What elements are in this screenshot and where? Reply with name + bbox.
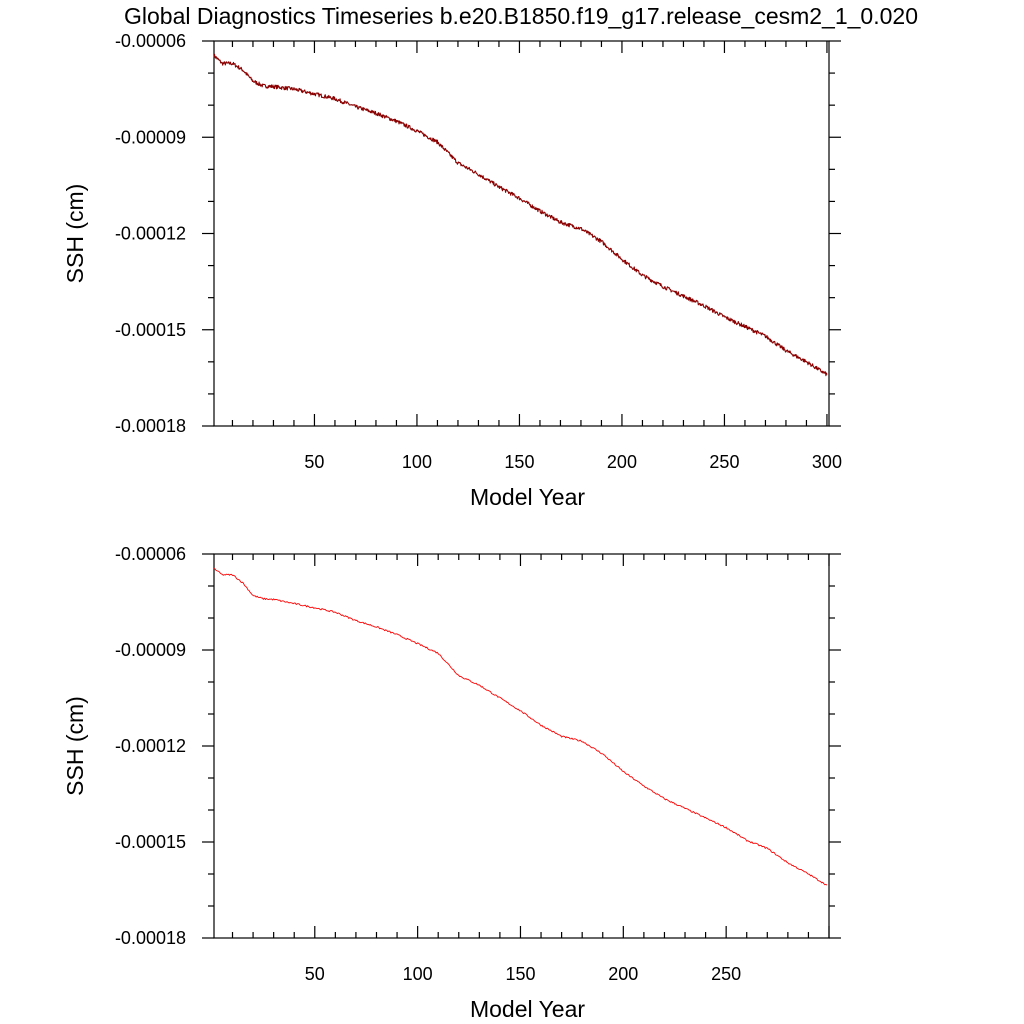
- x-axis-label: Model Year: [470, 484, 585, 510]
- x-axis-label: Model Year: [470, 996, 585, 1022]
- x-tick-label: 50: [305, 964, 325, 984]
- y-tick-label: -0.00012: [115, 224, 186, 244]
- top-panel: 50 100 150 200 250 300 -0.00006 -0.00009 -0.0001…: [62, 31, 842, 510]
- y-axis-label: SSH (cm): [62, 184, 88, 284]
- x-tick-label: 200: [608, 964, 638, 984]
- series-line: [213, 53, 828, 377]
- y-tick-label: -0.00018: [115, 928, 186, 948]
- y-tick-label: -0.00006: [115, 544, 186, 564]
- y-tick-label: -0.00018: [115, 416, 186, 436]
- x-tick-label: 100: [403, 964, 433, 984]
- x-tick-label: 250: [709, 452, 739, 472]
- y-axis-label: SSH (cm): [62, 696, 88, 796]
- x-tick-label: 100: [402, 452, 432, 472]
- x-tick-label: 150: [504, 452, 534, 472]
- x-tick-label: 50: [304, 452, 324, 472]
- y-tick-label: -0.00015: [115, 320, 186, 340]
- x-tick-label: 150: [505, 964, 535, 984]
- x-tick-label: 200: [607, 452, 637, 472]
- y-tick-label: -0.00012: [115, 736, 186, 756]
- y-tick-label: -0.00006: [115, 31, 186, 51]
- plot-frame: [213, 40, 830, 427]
- figure-title: Global Diagnostics Timeseries b.e20.B185…: [124, 3, 918, 29]
- y-tick-label: -0.00009: [115, 127, 186, 147]
- y-tick-label: -0.00015: [115, 832, 186, 852]
- bottom-panel: 50 100 150 200 250 -0.00006 -0.00009 -0.00012 -0…: [62, 544, 841, 1022]
- y-tick-label: -0.00009: [115, 640, 186, 660]
- x-tick-label: 300: [812, 452, 842, 472]
- plot-frame: [213, 553, 830, 939]
- x-tick-label: 250: [711, 964, 741, 984]
- series-line: [213, 567, 828, 886]
